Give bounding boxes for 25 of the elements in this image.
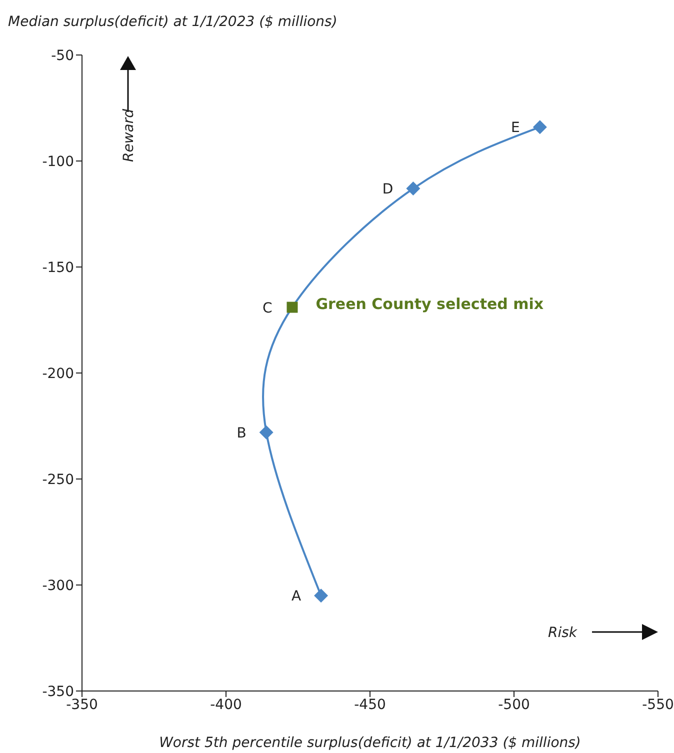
y-tick-label: -300 bbox=[42, 578, 74, 594]
annotation: Reward bbox=[121, 108, 137, 162]
annotation: Risk bbox=[548, 625, 578, 641]
x-axis-title: Worst 5th percentile surplus(deficit) at 1/1/2033 ($ millions) bbox=[159, 735, 581, 751]
point bbox=[532, 120, 547, 134]
annotation: C bbox=[262, 300, 272, 316]
point bbox=[406, 182, 420, 196]
annotation: E bbox=[511, 120, 520, 136]
y-tick-label: -200 bbox=[42, 366, 74, 382]
x-tick-label: -450 bbox=[354, 696, 386, 713]
x-tick-label: -500 bbox=[498, 696, 530, 713]
point bbox=[259, 425, 274, 440]
point bbox=[286, 302, 298, 313]
annotation: A bbox=[291, 588, 302, 605]
y-tick-label: -100 bbox=[42, 154, 74, 170]
annotation: D bbox=[382, 182, 394, 198]
annotation: B bbox=[236, 425, 246, 442]
point bbox=[314, 588, 328, 603]
x-tick-label: -400 bbox=[210, 696, 242, 713]
series-label: Green County selected mix bbox=[316, 294, 544, 313]
y-tick-label: -150 bbox=[42, 260, 74, 276]
x-tick-label: -550 bbox=[642, 696, 674, 713]
y-tick-label: -50 bbox=[51, 48, 74, 64]
chart-title: Median surplus(deficit) at 1/1/2023 ($ millions) bbox=[8, 14, 338, 30]
y-tick-label: -250 bbox=[42, 472, 74, 488]
